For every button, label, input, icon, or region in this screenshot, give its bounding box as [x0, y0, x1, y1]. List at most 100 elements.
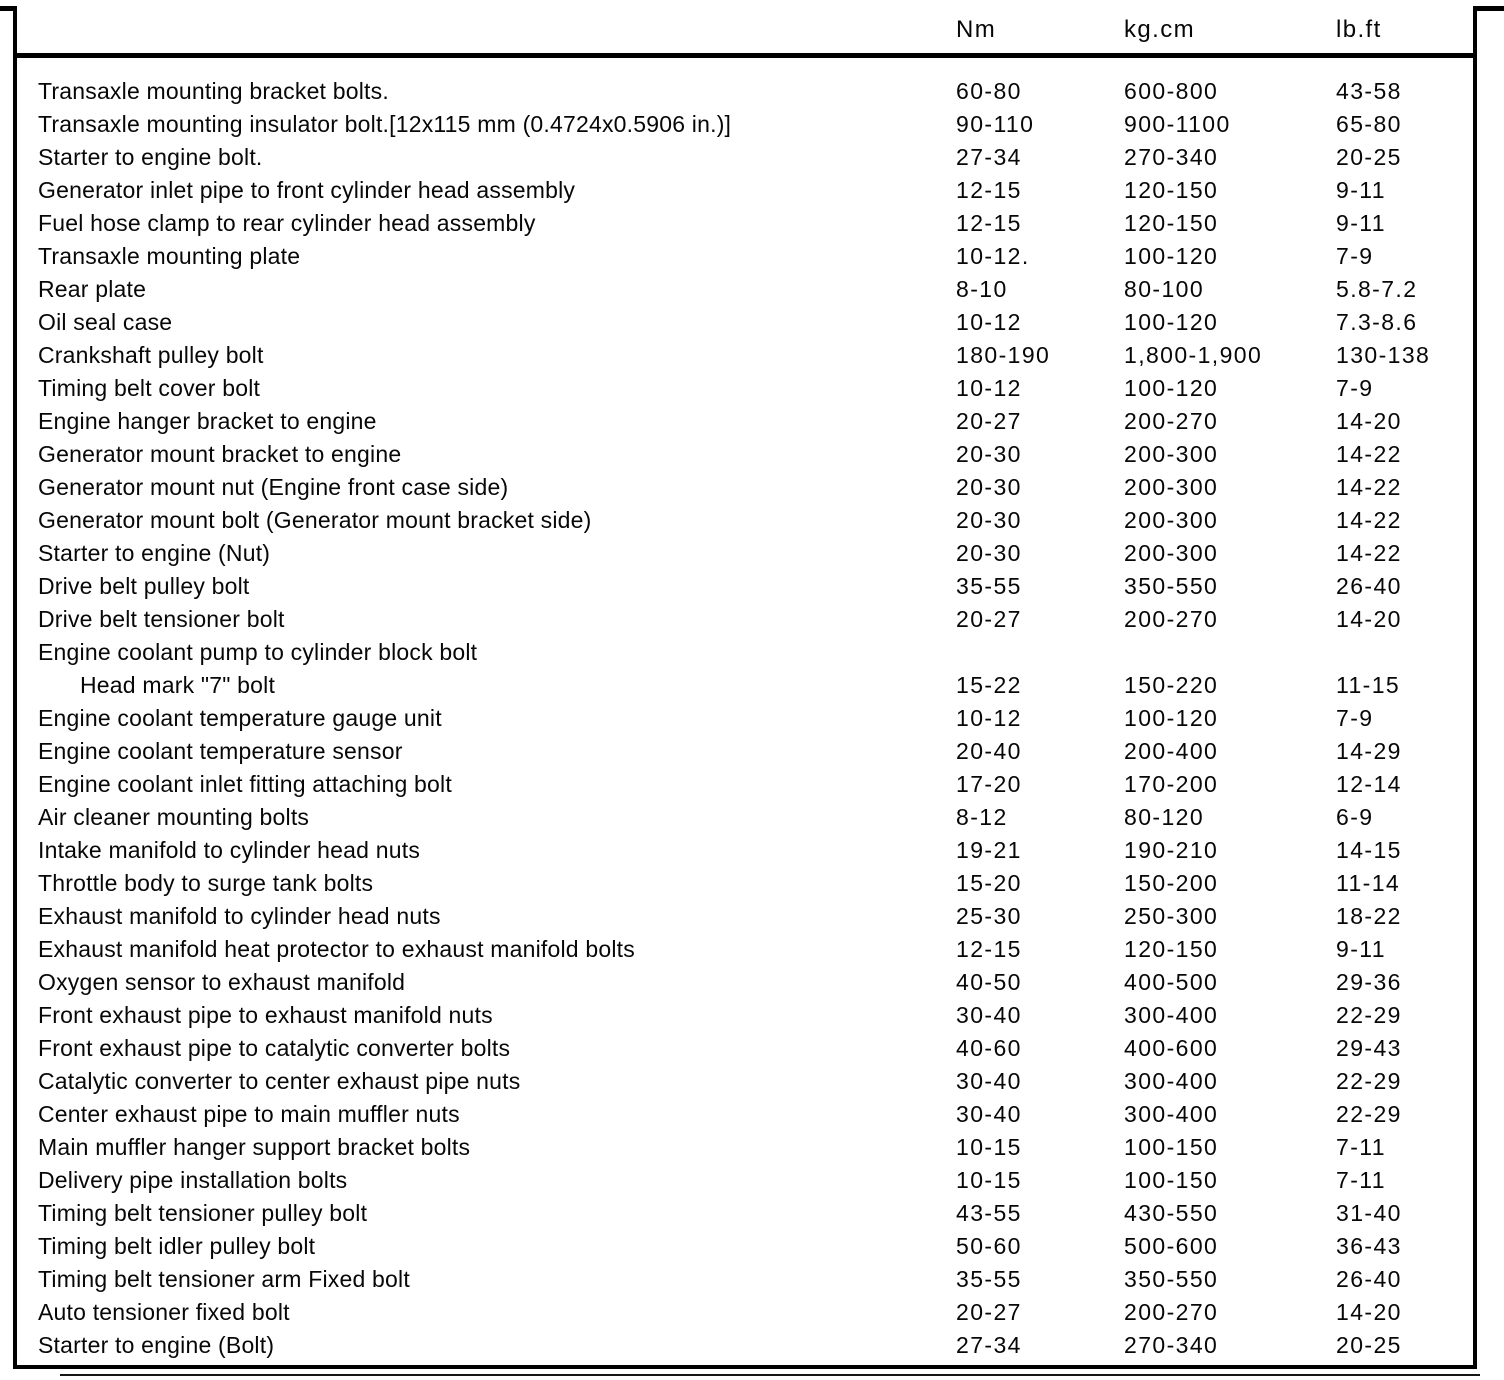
table-row: Front exhaust pipe to exhaust manifold n… — [17, 999, 1473, 1032]
lbft-value: 14-22 — [1336, 474, 1402, 500]
kgcm-value: 150-200 — [1124, 870, 1219, 896]
kgcm-value: 270-340 — [1124, 144, 1219, 170]
table-row: Transaxle mounting plate 10-12. 100-120 7-9 — [17, 240, 1473, 273]
table-row: Generator inlet pipe to front cylinder h… — [17, 174, 1473, 207]
lbft-value: 6-9 — [1336, 804, 1374, 830]
nm-value: 10-12 — [956, 309, 1022, 335]
lbft-value: 14-20 — [1336, 606, 1402, 632]
kgcm-value: 200-300 — [1124, 540, 1219, 566]
kgcm-value: 100-120 — [1124, 705, 1219, 731]
nm-value: 10-12 — [956, 375, 1022, 401]
lbft-value: 22-29 — [1336, 1101, 1402, 1127]
table-row: Head mark "7" bolt 15-22 150-220 11-15 — [17, 669, 1473, 702]
spec-label: Transaxle mounting insulator bolt.[12x11… — [38, 111, 732, 137]
kgcm-value: 400-500 — [1124, 969, 1219, 995]
table-row: Starter to engine (Nut) 20-30 200-300 14-22 — [17, 537, 1473, 570]
kgcm-value: 100-120 — [1124, 309, 1219, 335]
kgcm-value: 100-120 — [1124, 375, 1219, 401]
lbft-value: 29-36 — [1336, 969, 1402, 995]
table-row: Intake manifold to cylinder head nuts 19-… — [17, 834, 1473, 867]
nm-value: 12-15 — [956, 177, 1022, 203]
kgcm-value: 350-550 — [1124, 1266, 1219, 1292]
table-row: Timing belt cover bolt 10-12 100-120 7-9 — [17, 372, 1473, 405]
lbft-value: 5.8-7.2 — [1336, 276, 1418, 302]
lbft-value: 7-9 — [1336, 243, 1374, 269]
table-row: Timing belt tensioner pulley bolt 43-55 43… — [17, 1197, 1473, 1230]
spec-label: Drive belt tensioner bolt — [38, 606, 285, 632]
lbft-value: 130-138 — [1336, 342, 1431, 368]
table-row: Engine coolant temperature gauge unit 10-… — [17, 702, 1473, 735]
spec-label: Crankshaft pulley bolt — [38, 342, 264, 368]
table-row: Drive belt tensioner bolt 20-27 200-270 14-… — [17, 603, 1473, 636]
table-row: Engine hanger bracket to engine 20-27 200-… — [17, 405, 1473, 438]
kgcm-value: 1,800-1,900 — [1124, 342, 1263, 368]
nm-value: 17-20 — [956, 771, 1022, 797]
kgcm-value: 120-150 — [1124, 936, 1219, 962]
nm-value: 27-34 — [956, 144, 1022, 170]
nm-value: 30-40 — [956, 1002, 1022, 1028]
nm-value: 30-40 — [956, 1068, 1022, 1094]
lbft-value: 36-43 — [1336, 1233, 1402, 1259]
spec-label: Exhaust manifold heat protector to exhau… — [38, 936, 635, 962]
kgcm-value: 200-300 — [1124, 474, 1219, 500]
lbft-value: 20-25 — [1336, 1332, 1402, 1358]
nm-value: 15-22 — [956, 672, 1022, 698]
nm-value: 12-15 — [956, 936, 1022, 962]
spec-label: Timing belt tensioner arm Fixed bolt — [38, 1266, 410, 1292]
nm-value: 60-80 — [956, 78, 1022, 104]
spec-label: Engine coolant pump to cylinder block bo… — [38, 639, 478, 665]
nm-value: 10-12 — [956, 705, 1022, 731]
spec-label: Starter to engine (Nut) — [38, 540, 271, 566]
kgcm-value: 500-600 — [1124, 1233, 1219, 1259]
table-body: Transaxle mounting bracket bolts. 60-80 60… — [17, 75, 1473, 1362]
table-row: Generator mount nut (Engine front case s… — [17, 471, 1473, 504]
spec-label: Intake manifold to cylinder head nuts — [38, 837, 421, 863]
kgcm-value: 300-400 — [1124, 1068, 1219, 1094]
table-row: Timing belt tensioner arm Fixed bolt 35-5… — [17, 1263, 1473, 1296]
nm-value: 15-20 — [956, 870, 1022, 896]
spec-label: Front exhaust pipe to catalytic converte… — [38, 1035, 511, 1061]
lbft-value: 9-11 — [1336, 177, 1386, 203]
lbft-value: 18-22 — [1336, 903, 1402, 929]
spec-label: Drive belt pulley bolt — [38, 573, 250, 599]
spec-label: Engine coolant temperature sensor — [38, 738, 403, 764]
table-row: Delivery pipe installation bolts 10-15 100… — [17, 1164, 1473, 1197]
kgcm-value: 400-600 — [1124, 1035, 1219, 1061]
nm-value: 8-10 — [956, 276, 1008, 302]
nm-value: 20-30 — [956, 441, 1022, 467]
nm-value: 20-27 — [956, 606, 1022, 632]
nm-value: 25-30 — [956, 903, 1022, 929]
spec-label: Auto tensioner fixed bolt — [38, 1299, 290, 1325]
column-header-lbft: lb.ft — [1336, 15, 1382, 43]
kgcm-value: 900-1100 — [1124, 111, 1231, 137]
lbft-value: 31-40 — [1336, 1200, 1402, 1226]
kgcm-value: 190-210 — [1124, 837, 1219, 863]
table-row: Transaxle mounting insulator bolt.[12x11… — [17, 108, 1473, 141]
kgcm-value: 150-220 — [1124, 672, 1219, 698]
nm-value: 50-60 — [956, 1233, 1022, 1259]
spec-label: Generator mount bolt (Generator mount br… — [38, 507, 592, 533]
kgcm-value: 100-150 — [1124, 1167, 1219, 1193]
table-row: Starter to engine (Bolt) 27-34 270-340 20-2… — [17, 1329, 1473, 1362]
kgcm-value: 200-270 — [1124, 606, 1219, 632]
spec-label: Throttle body to surge tank bolts — [38, 870, 374, 896]
kgcm-value: 120-150 — [1124, 210, 1219, 236]
table-row: Exhaust manifold heat protector to exhau… — [17, 933, 1473, 966]
spec-label: Main muffler hanger support bracket bolt… — [38, 1134, 471, 1160]
nm-value: 43-55 — [956, 1200, 1022, 1226]
kgcm-value: 200-400 — [1124, 738, 1219, 764]
table-row: Drive belt pulley bolt 35-55 350-550 26-40 — [17, 570, 1473, 603]
lbft-value: 14-22 — [1336, 441, 1402, 467]
spec-label: Transaxle mounting plate — [38, 243, 301, 269]
lbft-value: 14-20 — [1336, 408, 1402, 434]
spec-label: Timing belt idler pulley bolt — [38, 1233, 316, 1259]
nm-value: 27-34 — [956, 1332, 1022, 1358]
spec-label: Engine coolant temperature gauge unit — [38, 705, 442, 731]
table-row: Front exhaust pipe to catalytic converte… — [17, 1032, 1473, 1065]
lbft-value: 12-14 — [1336, 771, 1402, 797]
nm-value: 20-27 — [956, 1299, 1022, 1325]
kgcm-value: 250-300 — [1124, 903, 1219, 929]
table-row: Exhaust manifold to cylinder head nuts 25… — [17, 900, 1473, 933]
spec-label: Timing belt cover bolt — [38, 375, 261, 401]
table-row: Fuel hose clamp to rear cylinder head as… — [17, 207, 1473, 240]
